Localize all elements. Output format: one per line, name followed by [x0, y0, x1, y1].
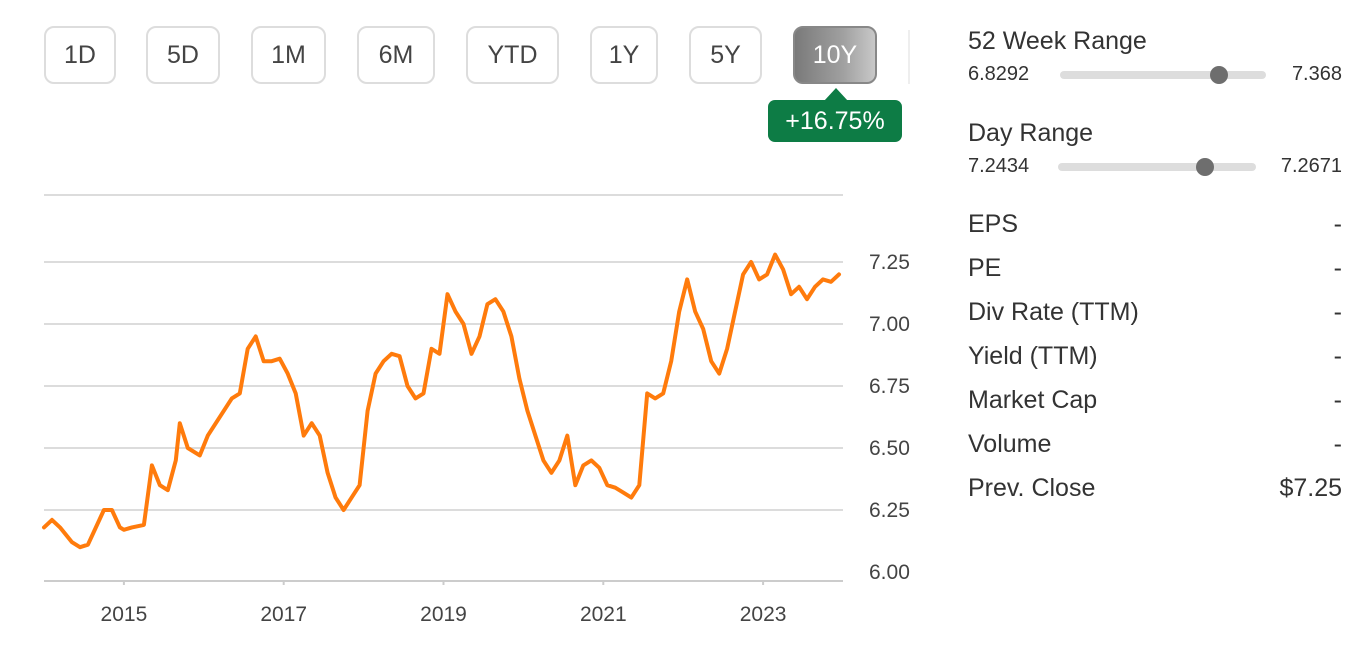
stat-volume-label: Volume: [968, 430, 1052, 458]
tab-5d[interactable]: 5D: [146, 26, 220, 84]
stat-volume: Volume -: [968, 430, 1342, 466]
tab-overflow-edge: [908, 30, 910, 84]
tab-ytd[interactable]: YTD: [466, 26, 559, 84]
stat-market-cap: Market Cap -: [968, 386, 1342, 422]
stat-market-cap-label: Market Cap: [968, 386, 1098, 414]
week52-range-label: 52 Week Range: [968, 27, 1147, 55]
y-tick-label-1: 6.25: [869, 499, 910, 522]
stat-div-rate: Div Rate (TTM) -: [968, 298, 1342, 334]
change-badge-pointer: [824, 88, 848, 101]
stat-div-rate-value: -: [1333, 298, 1342, 326]
stat-volume-value: -: [1333, 430, 1342, 458]
tab-10y[interactable]: 10Y: [793, 26, 877, 84]
stat-pe: PE -: [968, 254, 1342, 290]
tab-1y[interactable]: 1Y: [590, 26, 658, 84]
tab-1d[interactable]: 1D: [44, 26, 116, 84]
change-badge: +16.75%: [768, 100, 902, 142]
day-range-marker: [1195, 158, 1214, 176]
y-tick-label-0: 6.00: [869, 561, 910, 584]
day-range-track: [1058, 158, 1256, 176]
stat-yield-value: -: [1333, 342, 1342, 370]
week52-high: 7.368: [1291, 63, 1342, 85]
y-tick-label-4: 7.00: [869, 313, 910, 336]
price-series-line: [42, 252, 841, 550]
range-tabs: 1D 5D 1M 6M YTD 1Y 5Y 10Y +16.75%: [0, 0, 920, 160]
stat-eps: EPS -: [968, 210, 1342, 246]
stat-pe-label: PE: [968, 254, 1002, 282]
x-tick-label-0: 2015: [101, 603, 148, 626]
y-tick-label-3: 6.75: [869, 375, 910, 398]
x-tick-label-2: 2019: [420, 603, 467, 626]
y-tick-label-5: 7.25: [869, 251, 910, 274]
week52-range: 52 Week Range 6.8292 7.368: [968, 27, 1342, 87]
day-low: 7.2434: [968, 155, 1030, 177]
week52-range-track: [1060, 66, 1266, 84]
day-high: 7.2671: [1280, 155, 1342, 177]
price-line-chart: 6.00 6.25 6.50 6.75 7.00 7.25 2015 2017 2019 2021…: [42, 194, 910, 626]
stat-pe-value: -: [1333, 254, 1342, 282]
week52-range-marker: [1209, 66, 1228, 84]
stats-panel: 52 Week Range 6.8292 7.368 Day Range 7.2…: [968, 0, 1342, 666]
y-tick-label-2: 6.50: [869, 437, 910, 460]
tab-5y[interactable]: 5Y: [689, 26, 762, 84]
stat-prev-close: Prev. Close $7.25: [968, 474, 1342, 510]
stat-eps-value: -: [1333, 210, 1342, 238]
stat-yield: Yield (TTM) -: [968, 342, 1342, 378]
x-tick-label-1: 2017: [260, 603, 307, 626]
tab-6m[interactable]: 6M: [357, 26, 435, 84]
day-range-label: Day Range: [968, 119, 1094, 147]
stat-prev-close-label: Prev. Close: [968, 474, 1096, 502]
week52-low: 6.8292: [968, 63, 1030, 85]
x-tick-label-4: 2023: [740, 603, 787, 626]
stat-eps-label: EPS: [968, 210, 1019, 238]
stat-market-cap-value: -: [1333, 386, 1342, 414]
stat-yield-label: Yield (TTM): [968, 342, 1098, 370]
x-tick-label-3: 2021: [580, 603, 627, 626]
day-range: Day Range 7.2434 7.2671: [968, 119, 1342, 179]
stat-div-rate-label: Div Rate (TTM): [968, 298, 1139, 326]
stat-prev-close-value: $7.25: [1279, 474, 1342, 502]
tab-1m[interactable]: 1M: [251, 26, 326, 84]
